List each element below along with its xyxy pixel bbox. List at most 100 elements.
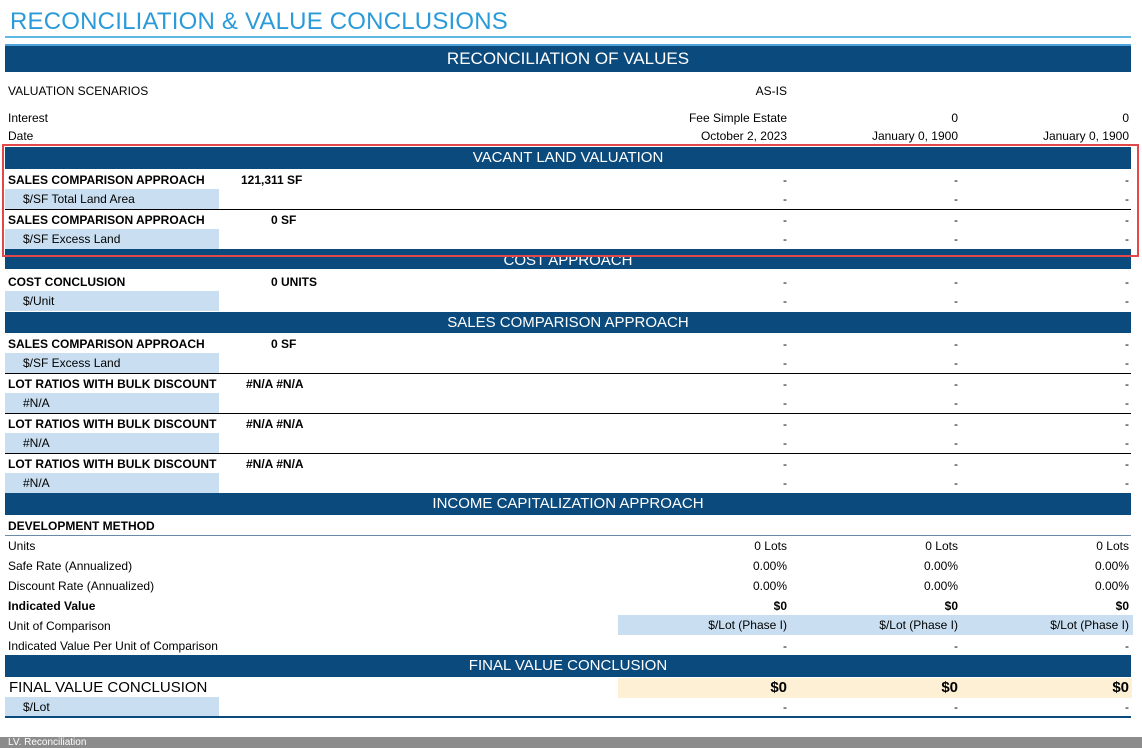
sc-row2-val2[interactable]: - [954, 377, 958, 391]
sc-row4-val2[interactable]: - [954, 457, 958, 471]
unit-of-comparison-val3[interactable]: $/Lot (Phase I) [962, 615, 1133, 635]
final-sub2[interactable]: - [954, 700, 958, 714]
final-value-3[interactable]: $0 [1112, 679, 1129, 696]
sc-row1-val3[interactable]: - [1125, 337, 1129, 351]
interest-value-2[interactable]: 0 [951, 111, 958, 125]
final-value-2[interactable]: $0 [941, 679, 958, 696]
sc-row1-sublabel[interactable]: $/SF Excess Land [5, 353, 219, 373]
cost-sub1[interactable]: - [783, 294, 787, 308]
vl-row1-sublabel[interactable]: $/SF Total Land Area [5, 189, 219, 209]
sc-row4-sub1[interactable]: - [783, 476, 787, 490]
sc-row2-val3[interactable]: - [1125, 377, 1129, 391]
indicated-per-unit-val1[interactable]: - [783, 639, 787, 653]
interest-value-1[interactable]: Fee Simple Estate [688, 111, 787, 125]
date-value-3[interactable]: January 0, 1900 [1042, 129, 1129, 143]
sc-row2-sub3[interactable]: - [1125, 396, 1129, 410]
cost-val3[interactable]: - [1125, 275, 1129, 289]
vl-row2-qty[interactable]: 0 SF [271, 213, 297, 227]
unit-of-comparison-val2[interactable]: $/Lot (Phase I) [791, 615, 962, 635]
indicated-value-3[interactable]: $0 [1115, 599, 1129, 613]
sc-row1-label[interactable]: SALES COMPARISON APPROACH [8, 337, 205, 351]
scenario-as-is[interactable]: AS-IS [755, 84, 787, 98]
vl-row1-val1[interactable]: - [783, 173, 787, 187]
vl-row1-sub1[interactable]: - [783, 192, 787, 206]
final-sub3[interactable]: - [1125, 700, 1129, 714]
indicated-value-1[interactable]: $0 [773, 599, 787, 613]
vl-row1-qty[interactable]: 121,311 SF [241, 173, 303, 187]
discount-rate-val2[interactable]: 0.00% [923, 579, 958, 593]
sc-row1-qty[interactable]: 0 SF [271, 337, 297, 351]
cost-sub3[interactable]: - [1125, 294, 1129, 308]
vl-row1-sub3[interactable]: - [1125, 192, 1129, 206]
selection-highlight [2, 144, 1139, 257]
discount-rate-val3[interactable]: 0.00% [1094, 579, 1129, 593]
sc-row1-val2[interactable]: - [954, 337, 958, 351]
sc-row4-val3[interactable]: - [1125, 457, 1129, 471]
sc-row3-sub1[interactable]: - [783, 436, 787, 450]
sc-row1-sub2[interactable]: - [954, 356, 958, 370]
sc-row4-label[interactable]: LOT RATIOS WITH BULK DISCOUNT [8, 457, 217, 471]
sc-row4-val1[interactable]: - [783, 457, 787, 471]
final-sublabel[interactable]: $/Lot [5, 697, 219, 717]
units-val1[interactable]: 0 Lots [754, 539, 787, 553]
sc-row3-val1[interactable]: - [783, 417, 787, 431]
cost-conclusion-label[interactable]: COST CONCLUSION [8, 275, 126, 289]
sc-row3-sublabel[interactable]: #N/A [5, 433, 219, 453]
sc-row4-sublabel[interactable]: #N/A [5, 473, 219, 493]
vl-row2-sub2[interactable]: - [954, 232, 958, 246]
date-value-1[interactable]: October 2, 2023 [700, 129, 787, 143]
vl-row2-val3[interactable]: - [1125, 213, 1129, 227]
vl-row2-sub3[interactable]: - [1125, 232, 1129, 246]
indicated-value-label: Indicated Value [8, 599, 96, 613]
sc-row4-sub3[interactable]: - [1125, 476, 1129, 490]
sc-row2-qty[interactable]: #N/A #N/A [246, 377, 304, 391]
date-value-2[interactable]: January 0, 1900 [871, 129, 958, 143]
safe-rate-val2[interactable]: 0.00% [923, 559, 958, 573]
sc-row3-val3[interactable]: - [1125, 417, 1129, 431]
vl-row1-sub2[interactable]: - [954, 192, 958, 206]
sc-row2-sublabel[interactable]: #N/A [5, 393, 219, 413]
unit-of-comparison-val1[interactable]: $/Lot (Phase I) [618, 615, 791, 635]
indicated-value-2[interactable]: $0 [944, 599, 958, 613]
sc-row2-label[interactable]: LOT RATIOS WITH BULK DISCOUNT [8, 377, 217, 391]
vl-row2-sub1[interactable]: - [783, 232, 787, 246]
discount-rate-val1[interactable]: 0.00% [752, 579, 787, 593]
safe-rate-val3[interactable]: 0.00% [1094, 559, 1129, 573]
safe-rate-val1[interactable]: 0.00% [752, 559, 787, 573]
sheet-name[interactable]: LV. Reconciliation [8, 737, 87, 748]
sc-row3-label[interactable]: LOT RATIOS WITH BULK DISCOUNT [8, 417, 217, 431]
sc-row3-val2[interactable]: - [954, 417, 958, 431]
sc-row3-sub3[interactable]: - [1125, 436, 1129, 450]
sc-row3-qty[interactable]: #N/A #N/A [246, 417, 304, 431]
interest-value-3[interactable]: 0 [1122, 111, 1129, 125]
vl-row2-val1[interactable]: - [783, 213, 787, 227]
vl-row2-val2[interactable]: - [954, 213, 958, 227]
safe-rate-label: Safe Rate (Annualized) [8, 559, 133, 573]
sc-row1-val1[interactable]: - [783, 337, 787, 351]
cost-val2[interactable]: - [954, 275, 958, 289]
sc-row3-sub2[interactable]: - [954, 436, 958, 450]
sc-row4-qty[interactable]: #N/A #N/A [246, 457, 304, 471]
units-val3[interactable]: 0 Lots [1096, 539, 1129, 553]
sc-row1-sub1[interactable]: - [783, 356, 787, 370]
sc-row1-sub3[interactable]: - [1125, 356, 1129, 370]
units-val2[interactable]: 0 Lots [925, 539, 958, 553]
indicated-per-unit-val3[interactable]: - [1125, 639, 1129, 653]
interest-label: Interest [8, 111, 49, 125]
vl-row2-sublabel[interactable]: $/SF Excess Land [5, 229, 219, 249]
indicated-per-unit-val2[interactable]: - [954, 639, 958, 653]
vl-row1-val3[interactable]: - [1125, 173, 1129, 187]
cost-sub2[interactable]: - [954, 294, 958, 308]
cost-val1[interactable]: - [783, 275, 787, 289]
vl-row1-label[interactable]: SALES COMPARISON APPROACH [8, 173, 205, 187]
sc-row2-sub2[interactable]: - [954, 396, 958, 410]
final-value-1[interactable]: $0 [770, 679, 787, 696]
sc-row2-sub1[interactable]: - [783, 396, 787, 410]
vl-row2-label[interactable]: SALES COMPARISON APPROACH [8, 213, 205, 227]
cost-conclusion-qty[interactable]: 0 UNITS [271, 275, 318, 289]
cost-sublabel[interactable]: $/Unit [5, 291, 219, 311]
final-sub1[interactable]: - [783, 700, 787, 714]
vl-row1-val2[interactable]: - [954, 173, 958, 187]
sc-row2-val1[interactable]: - [783, 377, 787, 391]
sc-row4-sub2[interactable]: - [954, 476, 958, 490]
